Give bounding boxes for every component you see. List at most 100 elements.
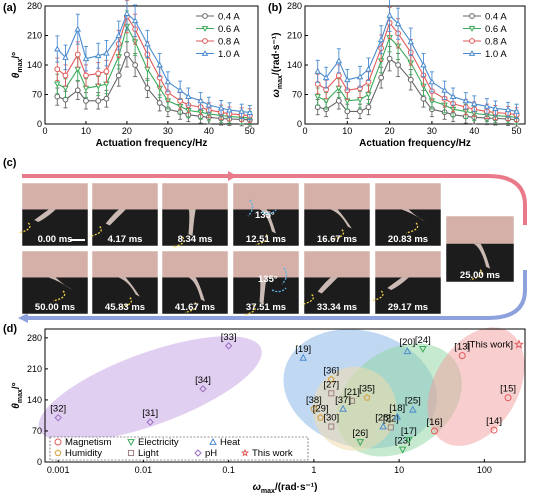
frame-border bbox=[91, 250, 159, 315]
y-tick-label: 70 bbox=[32, 426, 42, 436]
data-point bbox=[54, 66, 61, 73]
x-tick-label: 20 bbox=[385, 126, 395, 136]
series-line bbox=[317, 14, 517, 112]
frame-top-3: 12.51 ms bbox=[232, 182, 300, 247]
legend-marker bbox=[469, 13, 475, 19]
data-point bbox=[356, 439, 365, 447]
frame-top bbox=[375, 251, 441, 278]
data-point bbox=[62, 53, 69, 60]
x-tick-label: 10 bbox=[81, 126, 91, 136]
data-point bbox=[95, 70, 102, 77]
x-tick-label: 0.001 bbox=[47, 465, 70, 475]
citation-label: [15] bbox=[500, 384, 516, 395]
legend-label: 1.0 A bbox=[218, 49, 240, 60]
frame-top bbox=[162, 251, 228, 278]
y-tick-label: 0 bbox=[37, 457, 42, 467]
panel-d-letter: (d) bbox=[3, 323, 17, 335]
series-line bbox=[317, 36, 517, 118]
frame-time-label: 0.00 ms bbox=[38, 234, 73, 245]
frame-bottom-1: 45.83 ms bbox=[91, 250, 159, 315]
data-point bbox=[428, 78, 436, 85]
data-point bbox=[328, 423, 335, 430]
frame-time-label: 25.00 ms bbox=[460, 270, 500, 281]
angle-label-top: 135° bbox=[255, 210, 275, 221]
frame-border bbox=[161, 250, 229, 315]
data-point bbox=[378, 74, 385, 81]
legend-marker bbox=[469, 38, 475, 44]
cycle-arrow-bottom bbox=[22, 270, 527, 320]
frame-time-label: 33.34 ms bbox=[317, 302, 357, 313]
data-point bbox=[82, 55, 90, 62]
data-point bbox=[492, 104, 499, 111]
data-point bbox=[83, 72, 89, 79]
frame-border bbox=[445, 215, 515, 283]
data-point bbox=[82, 85, 90, 92]
legend-marker bbox=[201, 26, 209, 32]
data-point bbox=[238, 107, 245, 114]
citation-label: [20] bbox=[399, 337, 415, 348]
x-tick-label: 30 bbox=[427, 126, 437, 136]
legend-marker bbox=[54, 438, 62, 446]
legend-label: 0.6 A bbox=[485, 24, 507, 35]
frame-bottom bbox=[92, 277, 158, 314]
citation-label: [22] bbox=[383, 413, 399, 424]
wing bbox=[118, 277, 140, 297]
x-tick-label: 100 bbox=[477, 465, 492, 475]
data-point bbox=[62, 85, 69, 92]
y-tick-label: 210 bbox=[27, 364, 42, 374]
y-tick-label: 140 bbox=[27, 60, 42, 70]
motion-arrow bbox=[405, 222, 419, 234]
citation-label: [25] bbox=[405, 396, 421, 407]
data-point bbox=[420, 61, 427, 68]
x-axis-title: Actuation frequency/Hz bbox=[359, 138, 471, 149]
data-point bbox=[103, 49, 110, 56]
region-magnetism bbox=[427, 327, 525, 446]
data-point bbox=[146, 418, 154, 426]
x-tick-label: 0.01 bbox=[135, 465, 153, 475]
cycle-arrow-top bbox=[22, 174, 527, 225]
data-point bbox=[356, 73, 364, 80]
frame-bottom bbox=[375, 209, 441, 246]
citation-label: [13] bbox=[454, 342, 470, 353]
legend-label: pH bbox=[205, 448, 217, 459]
data-point bbox=[462, 97, 470, 104]
frame-border bbox=[303, 250, 371, 315]
data-point bbox=[156, 61, 163, 68]
citation-label: [19] bbox=[295, 344, 311, 355]
data-point bbox=[339, 404, 347, 412]
data-point bbox=[314, 94, 321, 101]
data-point bbox=[365, 104, 372, 111]
frame-top-4: 16.67 ms bbox=[303, 182, 371, 247]
arrowhead-bottom bbox=[18, 313, 28, 323]
legend-marker bbox=[202, 13, 208, 19]
x-axis-title: ωmax/(rad·s⁻¹) bbox=[253, 482, 318, 495]
wing bbox=[259, 209, 276, 234]
data-point bbox=[197, 97, 204, 104]
data-point bbox=[441, 86, 448, 93]
data-point bbox=[74, 25, 82, 32]
frame-time-label: 8.34 ms bbox=[178, 234, 213, 245]
data-point bbox=[344, 108, 351, 115]
data-point bbox=[407, 38, 415, 45]
data-point bbox=[458, 352, 466, 360]
data-point bbox=[199, 385, 207, 393]
legend-marker bbox=[468, 26, 476, 32]
x-tick-label: 30 bbox=[163, 126, 173, 136]
citation-label: [21] bbox=[344, 387, 360, 398]
angle-arc-bottom bbox=[271, 267, 288, 293]
wing bbox=[34, 209, 56, 223]
citation-label: [16] bbox=[427, 417, 443, 428]
series-line bbox=[56, 12, 250, 114]
data-point bbox=[379, 422, 388, 430]
frame-bottom bbox=[233, 277, 299, 314]
frame-top bbox=[304, 251, 370, 278]
region-ph bbox=[38, 336, 262, 442]
legend-marker bbox=[202, 38, 208, 44]
x-tick-label: 10 bbox=[342, 126, 352, 136]
citation-label: [23] bbox=[395, 436, 411, 447]
data-point bbox=[54, 45, 61, 52]
data-point bbox=[470, 100, 478, 107]
x-tick-label: 0 bbox=[302, 126, 307, 136]
x-tick-label: 50 bbox=[245, 126, 255, 136]
frame-side: 25.00 ms bbox=[445, 215, 515, 283]
